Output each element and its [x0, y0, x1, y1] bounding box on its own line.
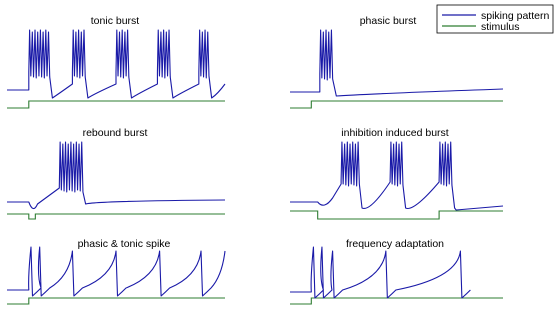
panel-frequency-adaptation	[290, 246, 503, 305]
legend-box	[436, 4, 554, 34]
membrane-trace-phasic-tonic-spike	[7, 246, 226, 297]
stimulus-trace-phasic-tonic-spike	[7, 297, 225, 305]
panel-title-inhibition-induced-burst: inhibition induced burst	[341, 127, 448, 139]
panel-rebound-burst	[7, 141, 226, 220]
membrane-trace-tonic-burst	[7, 29, 226, 99]
panel-title-phasic-burst: phasic burst	[360, 15, 417, 27]
membrane-trace-inhibition-induced-burst	[290, 141, 504, 211]
panel-title-frequency-adaptation: frequency adaptation	[346, 238, 444, 250]
stimulus-trace-phasic-burst	[290, 100, 503, 109]
panel-tonic-burst	[7, 29, 226, 109]
legend-label-stimulus: stimulus	[481, 21, 520, 33]
panel-inhibition-induced-burst	[290, 141, 504, 220]
panel-phasic-burst	[290, 29, 504, 109]
panel-title-phasic-tonic-spike: phasic & tonic spike	[78, 238, 171, 250]
membrane-trace-rebound-burst	[7, 141, 226, 210]
membrane-trace-frequency-adaptation	[290, 246, 471, 299]
membrane-trace-phasic-burst	[290, 29, 504, 97]
legend: spiking pattern stimulus	[436, 4, 554, 34]
stimulus-trace-tonic-burst	[7, 100, 225, 109]
panel-title-tonic-burst: tonic burst	[91, 15, 140, 27]
legend-label-spiking: spiking pattern	[481, 10, 549, 22]
stimulus-trace-rebound-burst	[7, 213, 225, 220]
panel-title-rebound-burst: rebound burst	[83, 127, 148, 139]
panel-phasic-tonic-spike	[7, 246, 226, 305]
stimulus-trace-frequency-adaptation	[290, 297, 503, 305]
stimulus-trace-inhibition-induced-burst	[290, 210, 503, 220]
